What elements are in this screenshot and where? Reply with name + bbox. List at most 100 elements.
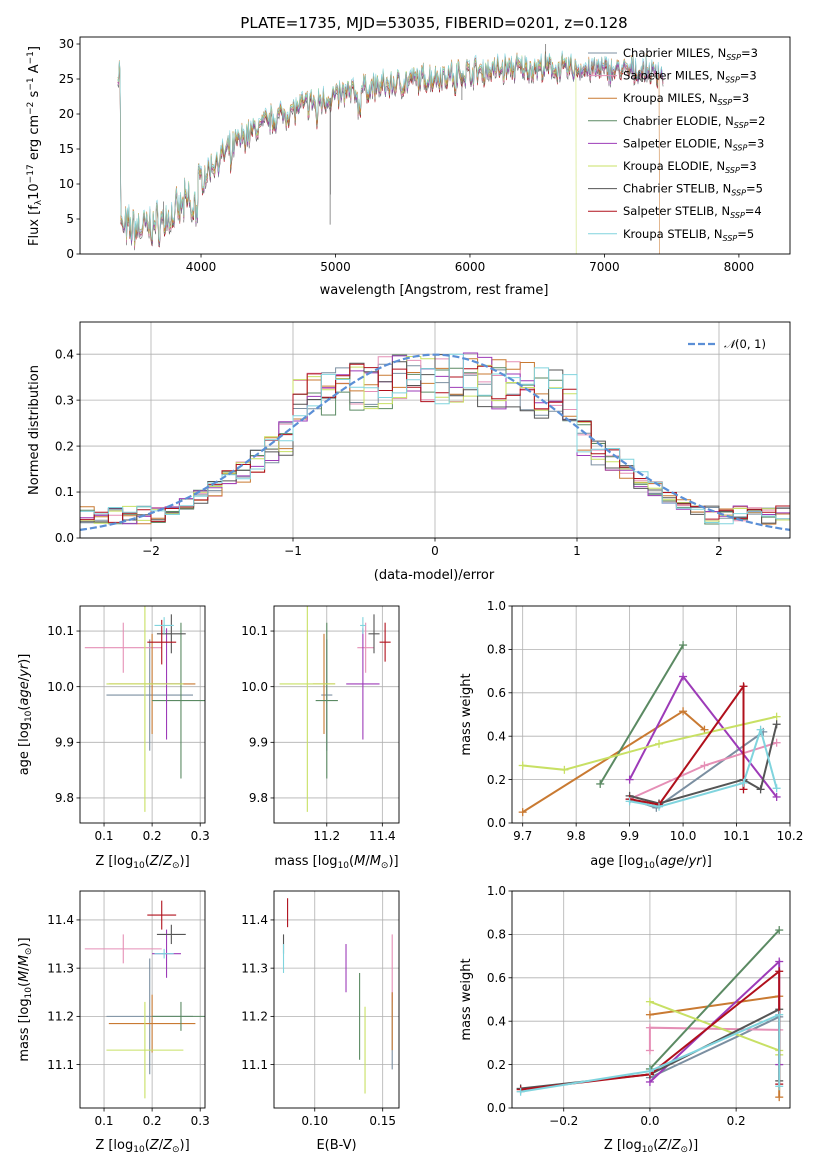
- marker-salpeter-elodie: [772, 792, 781, 801]
- x-tick-label: 0.3: [191, 1114, 210, 1128]
- mass-weight-lines: [516, 926, 784, 1102]
- spectrum-kroupa-stelib: [117, 50, 664, 242]
- error-bars: [282, 898, 393, 1094]
- legend-label-salpeter-stelib: Salpeter STELIB, NSSP=4: [623, 204, 762, 220]
- line-salpeter-stelib: [629, 683, 745, 806]
- x-tick-label: −0.2: [549, 1114, 578, 1128]
- massweight_vs_age-panel: 9.7 9.8 9.9 10.0 10.1 10.2 0.0 0.2 0.4 0.6 0.8 1.0 a…: [459, 599, 803, 871]
- y-tick-label: 25: [59, 72, 74, 86]
- age_vs_mass-grid: [274, 606, 399, 823]
- x-axis-label: wavelength [Angstrom, rest frame]: [320, 283, 549, 298]
- residuals-frame: [79, 321, 791, 539]
- marker-salpeter-elodie: [679, 672, 688, 681]
- legend-label-kroupa-miles: Kroupa MILES, NSSP=3: [623, 91, 749, 107]
- x-tick-label: 9.9: [620, 829, 639, 843]
- y-tick-label: 30: [59, 37, 74, 51]
- line-chabrier-elodie: [649, 929, 780, 1070]
- mass-weight-lines: [518, 641, 781, 817]
- age_vs_mass-axes: 11.2 11.4 9.8 9.9 10.0 10.1 mass [log10(M/M⊙)]: [241, 605, 400, 871]
- x-tick-label: 10.2: [777, 829, 804, 843]
- mass_vs_Z-frame: [79, 890, 206, 1109]
- y-tick-label: 0.0: [487, 816, 506, 830]
- figure-title: PLATE=1735, MJD=53035, FIBERID=0201, z=0…: [240, 14, 627, 32]
- y-tick-label: 11.2: [241, 1010, 268, 1024]
- marker-chabrier-elodie: [679, 641, 688, 650]
- y-tick-label: 9.9: [55, 736, 74, 750]
- y-tick-label: 9.8: [55, 791, 74, 805]
- histogram-kroupa-stelib: [80, 353, 790, 525]
- y-axis-label: age [log10(age/yr)]: [17, 654, 34, 776]
- y-tick-label: 0.8: [487, 643, 506, 657]
- marker-chabrier-stelib: [772, 720, 781, 729]
- line-salpeter-elodie: [628, 674, 778, 798]
- y-tick-label: 0.2: [487, 773, 506, 787]
- marker-salpeter-elodie: [645, 1077, 654, 1086]
- x-tick-label: 8000: [724, 260, 755, 274]
- x-tick-label: 0.3: [191, 829, 210, 843]
- mass_vs_Z-grid: [80, 891, 205, 1108]
- x-tick-label: 2: [715, 544, 723, 558]
- marker-kroupa-miles: [679, 707, 688, 716]
- x-axis-label: mass [log10(M/M⊙)]: [274, 854, 398, 871]
- marker-kroupa-stelib: [516, 1087, 525, 1096]
- x-tick-label: −2: [142, 544, 160, 558]
- residuals-panel: −2 −1 0 1 2 0.0 0.1 0.2 0.3 0.4 (data-model)/error…: [27, 321, 791, 583]
- marker-kroupa-stelib: [775, 1082, 784, 1091]
- residual-histograms: [80, 352, 790, 525]
- marker-kroupa-elodie: [655, 739, 664, 748]
- error-bars: [279, 606, 391, 812]
- marker-chabrier-stelib: [756, 785, 765, 794]
- x-axis-label: age [log10(age/yr)]: [590, 854, 712, 871]
- marker-salpeter-stelib: [775, 967, 784, 976]
- normal-curve: [80, 353, 790, 531]
- x-tick-label: 10.1: [723, 829, 750, 843]
- y-tick-label: 9.8: [249, 791, 268, 805]
- x-tick-label: 0: [431, 544, 439, 558]
- massweight_vs_Z-plot-area: [516, 926, 784, 1102]
- y-tick-label: 9.9: [249, 736, 268, 750]
- x-tick-label: 10.0: [670, 829, 697, 843]
- y-tick-label: 10.1: [241, 624, 268, 638]
- y-axis-label: Flux [fλ10−17 erg cm−2 s−1 A−1]: [26, 46, 44, 246]
- y-axis-label: mass [log10(M/M⊙)]: [17, 937, 34, 1061]
- y-tick-label: 11.3: [241, 961, 268, 975]
- spectrum-legend: Chabrier MILES, NSSP=3 Salpeter MILES, NS…: [588, 46, 765, 243]
- y-tick-label: 0.4: [55, 347, 74, 361]
- error-bars: [84, 606, 205, 812]
- age_vs_Z-grid: [80, 606, 205, 823]
- x-tick-label: −1: [284, 544, 302, 558]
- age_vs_mass-panel: 11.2 11.4 9.8 9.9 10.0 10.1 mass [log10(M/M⊙)]: [241, 605, 400, 871]
- y-tick-label: 0.0: [55, 531, 74, 545]
- legend-label-salpeter-miles: Salpeter MILES, NSSP=3: [623, 69, 757, 85]
- y-tick-label: 11.1: [241, 1058, 268, 1072]
- x-axis-label: Z [log10(Z/Z⊙)]: [604, 1138, 698, 1155]
- massweight_vs_Z-frame: [511, 890, 791, 1109]
- marker-salpeter-stelib: [739, 682, 748, 691]
- y-tick-label: 11.3: [47, 961, 74, 975]
- massweight_vs_Z-axes: −0.2 0.0 0.2 0.0 0.2 0.4 0.6 0.8 1.0 Z [log10(Z/Z…: [459, 884, 791, 1155]
- marker-salpeter-elodie: [775, 957, 784, 966]
- y-tick-label: 11.1: [47, 1058, 74, 1072]
- y-tick-label: 10.0: [241, 680, 268, 694]
- x-tick-label: 0.1: [94, 1114, 113, 1128]
- x-axis-label: Z [log10(Z/Z⊙)]: [95, 1138, 189, 1155]
- marker-kroupa-elodie: [518, 761, 527, 770]
- error-bars: [84, 900, 205, 1099]
- x-tick-label: 4000: [186, 260, 217, 274]
- mass_vs_ebv-axes: 0.10 0.15 11.1 11.2 11.3 11.4 E(B-V): [241, 890, 400, 1153]
- spectrum-kroupa-miles: [117, 51, 660, 254]
- x-tick-label: 0.2: [143, 829, 162, 843]
- marker-kroupa-stelib: [655, 802, 664, 811]
- age_vs_Z-axes: 0.1 0.2 0.3 9.8 9.9 10.0 10.1 Z [log10(Z/Z⊙)] ag…: [17, 605, 210, 871]
- y-tick-label: 0.8: [487, 928, 506, 942]
- legend-label-chabrier-stelib: Chabrier STELIB, NSSP=5: [623, 182, 763, 198]
- marker-kroupa-elodie: [560, 765, 569, 774]
- mass_vs_Z-plot-area: [84, 900, 205, 1099]
- mass_vs_ebv-grid: [274, 891, 399, 1108]
- legend-label-chabrier-elodie: Chabrier ELODIE, NSSP=2: [623, 114, 765, 130]
- age_vs_Z-frame: [79, 605, 206, 824]
- marker-kroupa-miles: [518, 808, 527, 817]
- marker-salpeter-miles: [772, 738, 781, 747]
- y-tick-label: 0: [66, 247, 74, 261]
